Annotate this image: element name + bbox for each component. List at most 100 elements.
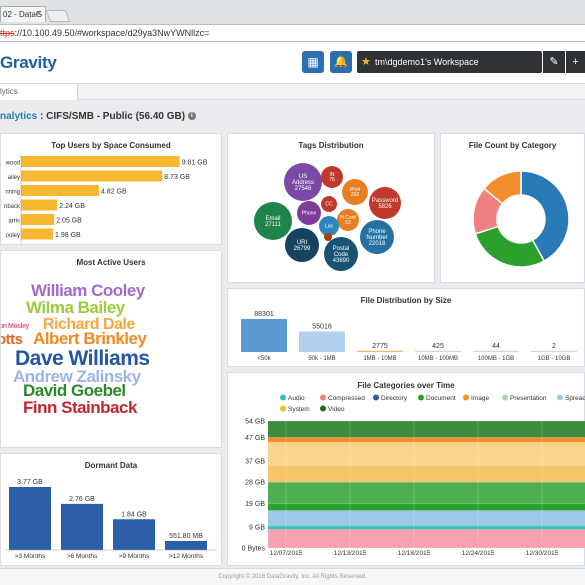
footer: Copyright © 2016 DataGravity, Inc. All R…: [0, 568, 585, 585]
dormant-bar: [61, 503, 103, 550]
workspace-selector[interactable]: ★ tm\dgdemo1's Workspace: [357, 51, 542, 73]
tag-bubble: [319, 216, 339, 236]
active-user-word: otts: [1, 331, 23, 348]
tag-bubble: [324, 237, 358, 271]
tag-bubble: [284, 163, 322, 201]
area-band: [268, 529, 585, 548]
dormant-bar: [9, 487, 51, 550]
legend-dot: [373, 394, 379, 401]
top-user-label: nning: [5, 190, 20, 196]
top-users-panel: Top Users by Space Consumed wood 9.81 GB a…: [0, 133, 222, 245]
close-tab-icon[interactable]: ×: [36, 8, 42, 18]
y-tick-label: 0 Bytes: [242, 546, 266, 553]
url-protocol: ttps: [0, 28, 15, 38]
tag-label: Password: [372, 198, 398, 204]
top-user-label: arris: [8, 219, 20, 225]
tag-bubble: [285, 228, 319, 262]
categories-time-panel: File Categories over Time Audio Compresse…: [227, 372, 585, 566]
file-count-title: File Count by Category: [468, 141, 557, 150]
tag-label: 27548: [295, 186, 312, 192]
top-user-bar: [21, 156, 180, 167]
area-band: [268, 442, 585, 466]
tag-label: URI: [297, 240, 308, 246]
dormant-label: >12 Months: [169, 553, 204, 560]
active-user-word: William Cooley: [31, 281, 146, 300]
legend-label: System: [288, 406, 310, 413]
legend-dot: [280, 394, 286, 401]
browser-tab[interactable]: 02 - DataG: [0, 6, 46, 22]
donut-slice: [520, 170, 570, 263]
size-value: 88301: [254, 311, 274, 318]
file-size-panel: File Distribution by Size 88301 <50k 55016…: [227, 288, 585, 367]
legend-label: Image: [471, 395, 489, 402]
tag-bubble: [324, 233, 332, 241]
legend-label: Video: [328, 406, 345, 413]
tag-bubble: [254, 202, 292, 240]
active-users-panel: Most Active Users William Cooley Wilma Ba…: [0, 250, 222, 448]
x-tick-label: 12/24/2015: [462, 550, 495, 557]
size-value: 2775: [372, 343, 388, 350]
categories-time-title: File Categories over Time: [357, 381, 455, 390]
dormant-value: 3.77 GB: [17, 479, 43, 486]
area-band: [268, 421, 585, 438]
tag-label: US: [299, 174, 307, 180]
tab-analytics-label: lytics: [0, 87, 18, 96]
info-icon[interactable]: i: [187, 112, 196, 121]
workspace-label: tm\dgdemo1's Workspace: [375, 57, 479, 67]
bell-icon[interactable]: 🔔: [330, 51, 352, 73]
size-bar: [241, 319, 287, 352]
dormant-panel: Dormant Data 3.77 GB >3 Months 2.76 GB >6 M…: [0, 453, 222, 566]
y-tick-label: 28 GB: [245, 480, 265, 487]
edit-icon[interactable]: ✎: [543, 51, 565, 73]
legend-dot: [280, 405, 286, 412]
area-band: [268, 510, 585, 526]
dormant-value: 551.80 MB: [169, 533, 203, 540]
y-tick-label: 19 GB: [245, 501, 265, 508]
tag-label: 22018: [369, 241, 386, 247]
categories-time-chart: Audio Compressed Directory Document Image Pre…: [242, 394, 585, 557]
address-bar[interactable]: ttps://10.100.49.50/#workspace/d29ya3NwY…: [0, 24, 585, 41]
x-tick-label: 12/07/2015: [270, 550, 303, 557]
tag-bubble: [342, 179, 368, 205]
size-label: 100MB - 1GB: [478, 356, 514, 362]
tag-label: 53: [345, 220, 351, 226]
tag-label: 5826: [378, 204, 392, 210]
donut-slice: [474, 225, 546, 268]
new-tab-button[interactable]: [45, 10, 71, 22]
breadcrumb-analytics[interactable]: nalytics: [0, 111, 38, 122]
top-user-bar: [21, 170, 163, 182]
tag-label: 43690: [333, 258, 350, 264]
datagravity-logo[interactable]: Gravity: [0, 53, 57, 72]
top-user-label: wood: [5, 161, 20, 167]
active-users-title: Most Active Users: [76, 258, 146, 267]
area-band: [268, 503, 585, 511]
tag-label: Address: [292, 180, 314, 186]
size-value: 2: [552, 343, 556, 350]
size-bar: [531, 350, 577, 352]
tag-label: Email: [265, 216, 280, 222]
top-user-bar: [21, 199, 58, 211]
tags-panel: Tags Distribution US Address 27548 IN 76 IPv4…: [227, 133, 435, 283]
x-tick-label: 12/18/2015: [398, 550, 431, 557]
size-bar: [415, 350, 461, 352]
dormant-chart: 3.77 GB >3 Months 2.76 GB >6 Months 1.84 GB >…: [5, 479, 216, 560]
top-user-value: 2.24 GB: [59, 203, 85, 210]
dormant-value: 2.76 GB: [69, 496, 95, 503]
top-users-title: Top Users by Space Consumed: [51, 141, 171, 150]
top-user-value: 8.73 GB: [164, 174, 190, 181]
top-user-bar: [21, 228, 54, 240]
y-tick-label: 54 GB: [245, 419, 265, 426]
add-icon[interactable]: +: [566, 51, 585, 73]
tag-label: IN: [330, 172, 335, 178]
tag-label: Code: [334, 252, 349, 258]
active-user-word: Albert Brinkley: [33, 329, 147, 348]
legend-dot: [320, 394, 326, 401]
donut-slice: [482, 170, 522, 205]
grid-icon[interactable]: ▦: [302, 51, 324, 73]
y-tick-label: 47 GB: [245, 435, 265, 442]
top-user-bar: [21, 214, 55, 225]
legend-label: Document: [426, 395, 456, 402]
file-size-chart: 88301 <50k 55016 50k - 1MB 2775 1MB - 10MB 425…: [241, 311, 577, 362]
tab-analytics[interactable]: lytics: [0, 84, 78, 100]
